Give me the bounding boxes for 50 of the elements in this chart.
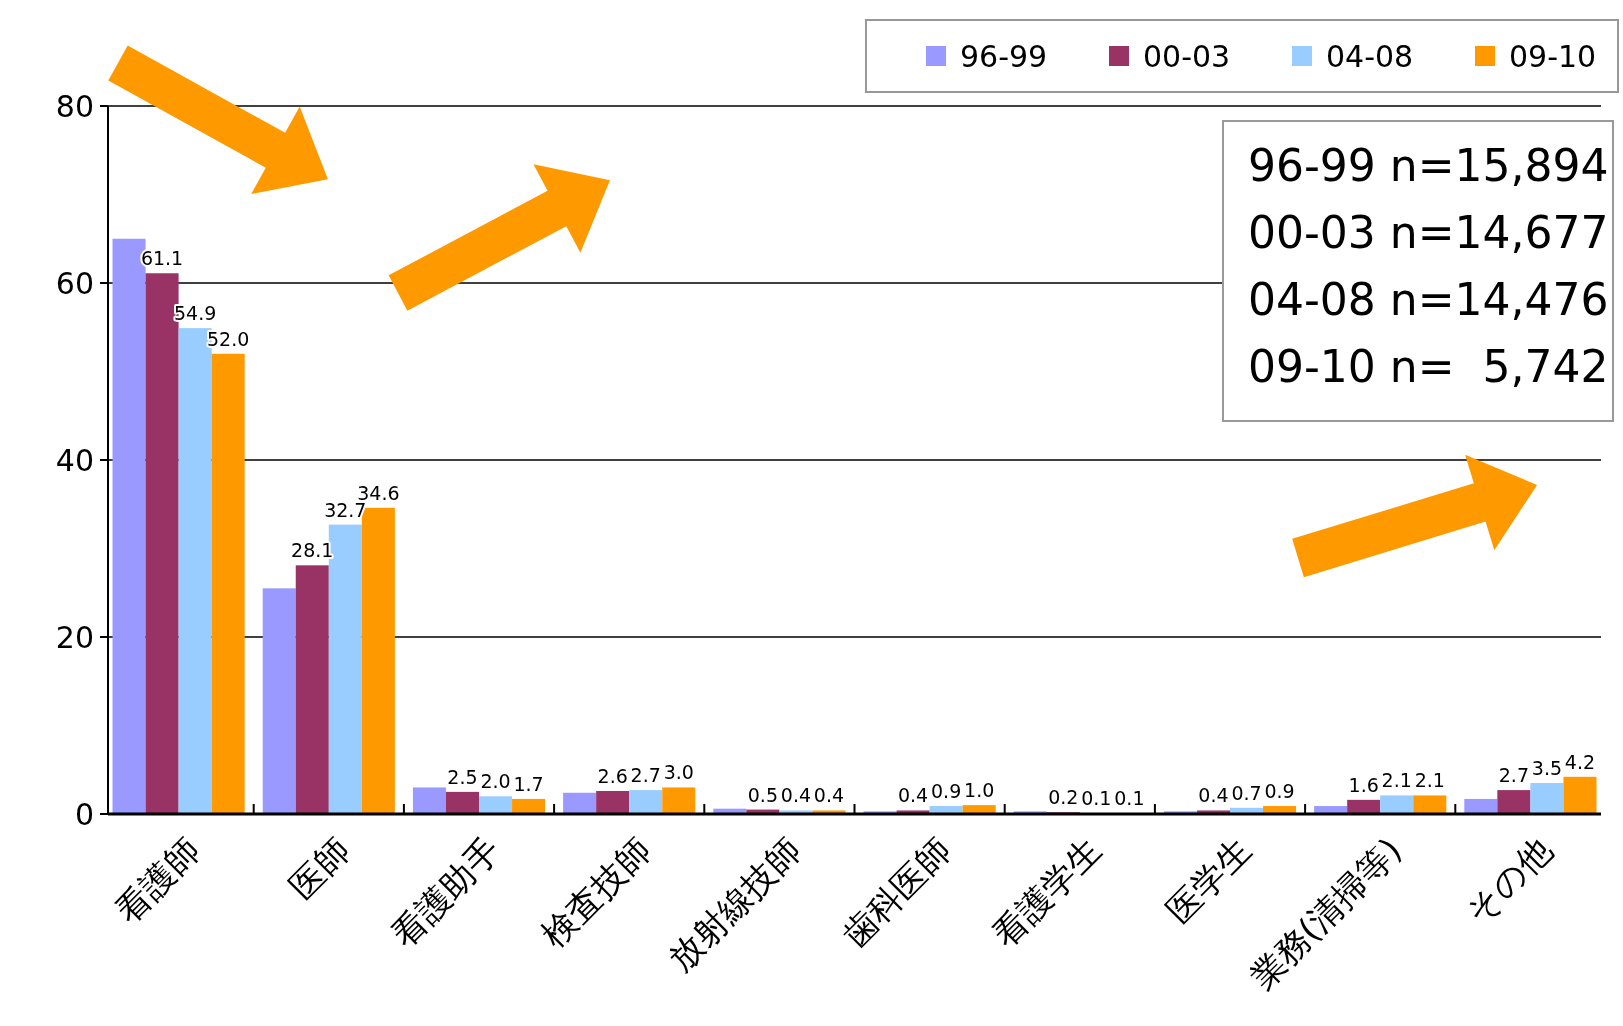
data-label: 0.4 [780, 784, 812, 807]
data-label: 61.1 [140, 247, 184, 270]
data-label: 1.6 [1348, 773, 1379, 796]
data-label: 2.5 [447, 765, 478, 788]
data-label: 3.0 [663, 761, 694, 784]
y-tick-label: 80 [55, 88, 94, 124]
x-tick-label: 看護学生 [984, 829, 1109, 955]
y-tick-label: 0 [74, 796, 94, 832]
x-tick-label: 看護師 [107, 829, 208, 931]
data-label: 2.1 [1414, 769, 1445, 792]
x-tick-label: 看護助手 [383, 829, 509, 955]
legend-label: 04-08 [1326, 38, 1414, 74]
y-tick-label: 20 [55, 619, 94, 655]
data-label: 2.7 [630, 764, 661, 787]
data-label: 0.5 [747, 783, 778, 806]
data-label: 0.9 [1264, 780, 1295, 803]
data-label: 1.0 [964, 779, 995, 802]
data-label: 2.7 [1498, 764, 1529, 787]
data-label: 52.0 [207, 327, 250, 350]
legend-label: 09-10 [1509, 38, 1597, 74]
data-label: 2.1 [1381, 769, 1412, 792]
data-label: 34.6 [357, 481, 400, 504]
annotation: 04-08 n=14,476 [1248, 274, 1609, 326]
data-label: 0.4 [897, 784, 929, 807]
legend-label: 96-99 [960, 38, 1048, 74]
legend-label: 00-03 [1143, 38, 1231, 74]
x-tick-label: 医師 [281, 829, 358, 907]
data-label: 0.4 [1198, 784, 1229, 807]
x-tick-label: 歯科医師 [834, 829, 959, 955]
data-label: 2.6 [597, 764, 628, 787]
data-label: 28.1 [291, 539, 334, 562]
x-tick-label: 放射線技師 [659, 829, 809, 979]
data-label: 2.0 [480, 770, 511, 793]
y-tick-label: 60 [55, 265, 94, 301]
x-tick-label: 医学生 [1158, 829, 1260, 931]
data-label: 0.2 [1048, 786, 1079, 809]
data-label: 1.7 [513, 772, 544, 795]
annotation: 00-03 n=14,677 [1248, 207, 1609, 259]
x-tick-label: 検査技師 [533, 829, 659, 955]
y-tick-label: 40 [55, 442, 94, 478]
x-tick-label: その他 [1457, 829, 1560, 932]
annotation: 09-10 n= 5,742 [1248, 341, 1609, 393]
data-label: 4.2 [1564, 750, 1596, 773]
data-label: 0.1 [1114, 787, 1145, 810]
data-label: 0.4 [813, 784, 845, 807]
data-label: 0.9 [931, 780, 962, 803]
data-label: 0.1 [1081, 787, 1112, 810]
data-label: 0.7 [1231, 781, 1262, 804]
annotation: 96-99 n=15,894 [1248, 140, 1609, 192]
data-label: 3.5 [1531, 757, 1563, 780]
